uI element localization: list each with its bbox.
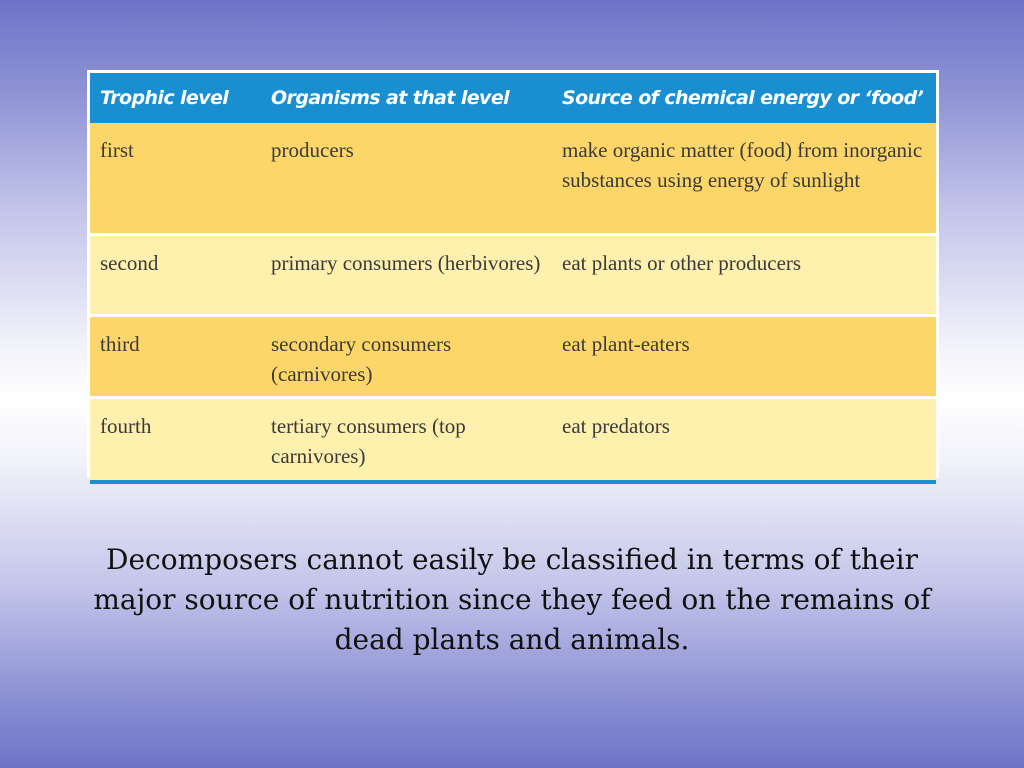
header-trophic-level: Trophic level <box>90 73 261 123</box>
table-row: fourth tertiary consumers (top carnivore… <box>90 397 936 484</box>
cell-level: first <box>90 123 261 236</box>
cell-level: fourth <box>90 397 261 484</box>
table-header-row: Trophic level Organisms at that level So… <box>90 73 936 123</box>
cell-source: eat plants or other producers <box>552 234 936 317</box>
table-row: second primary consumers (herbivores) ea… <box>90 234 936 317</box>
header-organisms: Organisms at that level <box>261 73 552 123</box>
trophic-level-table: Trophic level Organisms at that level So… <box>90 73 936 484</box>
cell-source: eat plant-eaters <box>552 315 936 399</box>
slide-caption: Decomposers cannot easily be classified … <box>93 543 931 656</box>
cell-level: second <box>90 234 261 317</box>
cell-organisms: producers <box>261 123 552 236</box>
cell-source: eat predators <box>552 397 936 484</box>
cell-source: make organic matter (food) from inorgani… <box>552 123 936 236</box>
header-energy-source: Source of chemical energy or ‘food’ <box>552 73 936 123</box>
cell-organisms: tertiary consumers (top carnivores) <box>261 397 552 484</box>
cell-organisms: secondary consumers (carnivores) <box>261 315 552 399</box>
table-row: third secondary consumers (carnivores) e… <box>90 315 936 399</box>
cell-level: third <box>90 315 261 399</box>
trophic-table-container: Trophic level Organisms at that level So… <box>87 70 939 484</box>
table-row: first producers make organic matter (foo… <box>90 123 936 236</box>
cell-organisms: primary consumers (herbivores) <box>261 234 552 317</box>
